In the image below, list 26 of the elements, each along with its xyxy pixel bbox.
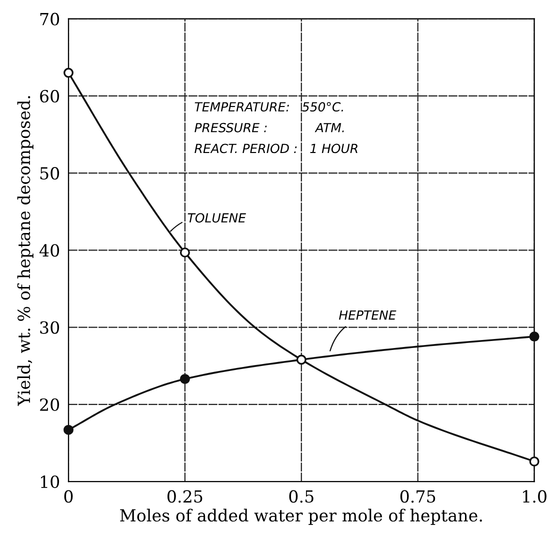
- point: [180, 247, 190, 258]
- annotation: TEMPERATURE: 550°C.: [194, 102, 343, 112]
- x-tick-label: 0.5: [289, 490, 314, 503]
- point: [529, 332, 540, 342]
- annotation: REACT. PERIOD : 1 HOUR: [194, 144, 358, 154]
- series-label: TOLUENE: [188, 213, 246, 223]
- x-tick-label: 0.25: [167, 490, 202, 503]
- y-axis-title: Yield, wt. % of heptane decomposed.: [17, 96, 34, 406]
- y-tick-label: 20: [40, 398, 60, 411]
- y-tick-label: 50: [40, 167, 60, 180]
- x-tick-label: 0: [64, 490, 73, 503]
- x-axis-title: Moles of added water per mole of heptane.: [120, 508, 482, 525]
- point: [296, 354, 306, 365]
- point: [64, 68, 74, 78]
- y-tick-label: 60: [40, 90, 60, 103]
- point: [180, 374, 190, 384]
- point: [529, 456, 540, 466]
- x-tick-label: 1.0: [523, 490, 546, 503]
- y-tick-label: 70: [40, 12, 60, 26]
- y-tick-label: 10: [40, 475, 60, 488]
- annotation: PRESSURE : ATM.: [194, 122, 344, 132]
- y-tick-label: 30: [40, 321, 60, 334]
- x-tick-label: 0.75: [400, 490, 436, 503]
- text: HEPTENE: [339, 310, 396, 320]
- point: [64, 424, 74, 435]
- y-tick-label: 40: [39, 244, 60, 257]
